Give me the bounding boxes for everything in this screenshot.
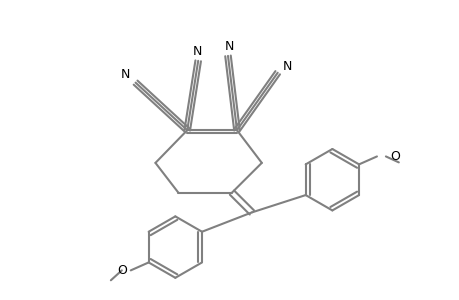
Text: N: N xyxy=(192,45,202,58)
Text: N: N xyxy=(224,40,233,53)
Text: N: N xyxy=(121,68,130,81)
Text: O: O xyxy=(389,150,399,163)
Text: O: O xyxy=(117,264,127,277)
Text: N: N xyxy=(282,60,292,73)
